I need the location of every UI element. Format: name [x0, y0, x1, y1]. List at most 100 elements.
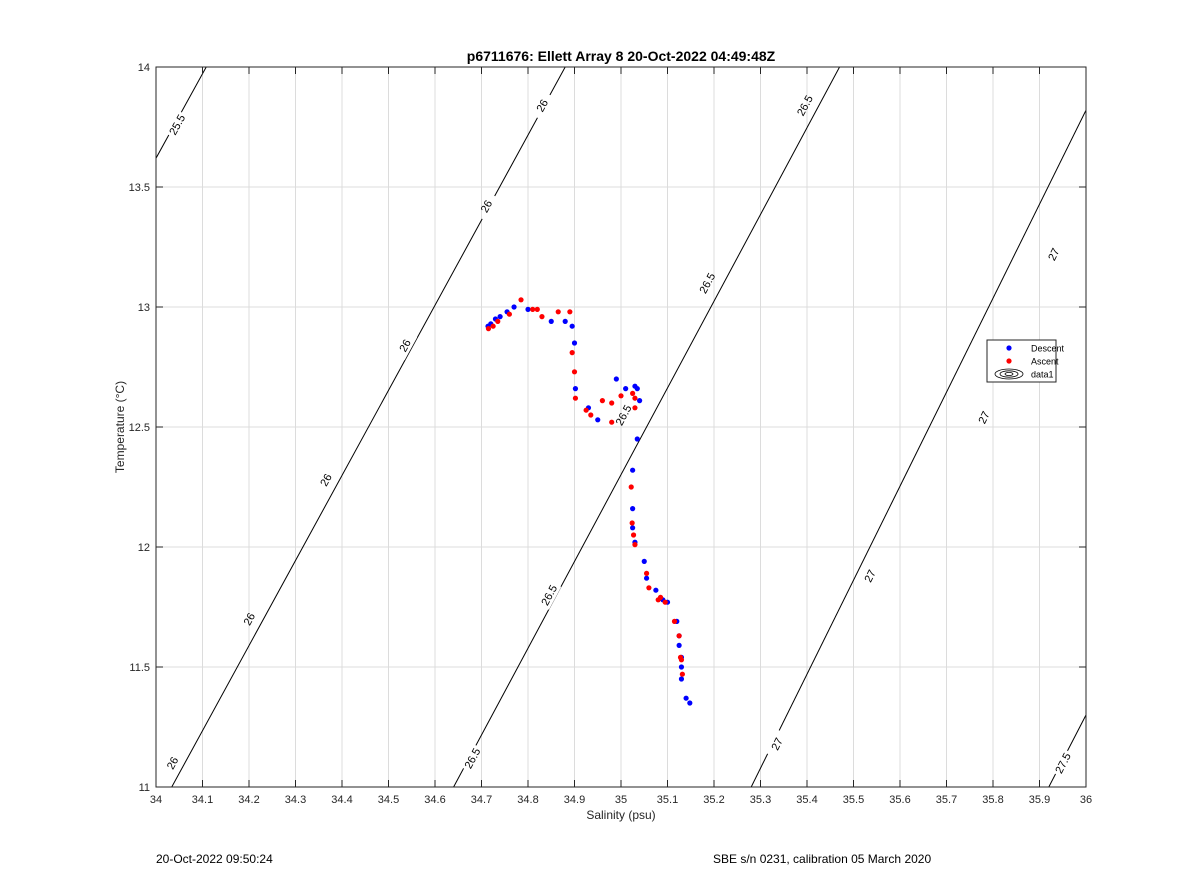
descent-point — [687, 700, 693, 706]
x-tick-label: 35.9 — [1029, 794, 1050, 806]
contour-label: 26 — [165, 755, 181, 772]
descent-point — [637, 398, 643, 404]
descent-point — [634, 386, 640, 392]
descent-point — [676, 642, 682, 649]
descent-point — [634, 436, 640, 442]
ascent-point — [671, 618, 678, 625]
contour-label: 27 — [977, 410, 993, 426]
ascent-point — [490, 323, 496, 329]
x-tick-label: 35 — [615, 794, 627, 806]
chart-title: p6711676: Ellett Array 8 20-Oct-2022 04:… — [467, 48, 776, 64]
ascent-point — [539, 314, 545, 320]
contour-line — [453, 67, 840, 787]
ascent-point — [643, 570, 650, 577]
contour-label: 26 — [242, 611, 258, 628]
ascent-point — [555, 309, 561, 315]
x-tick-label: 35.4 — [796, 794, 817, 806]
ascent-point — [618, 393, 624, 399]
ascent-point — [572, 395, 579, 401]
descent-point — [571, 340, 578, 346]
legend-label: data1 — [1031, 370, 1054, 380]
descent-point — [630, 467, 636, 473]
contour-label: 26 — [535, 98, 551, 115]
legend-contour-icon — [1004, 371, 1014, 376]
contour-label: 26 — [397, 338, 413, 355]
x-tick-label: 34.2 — [238, 794, 259, 806]
y-tick-label: 11 — [139, 782, 150, 794]
x-tick-label: 34.4 — [331, 794, 352, 806]
footer-timestamp: 20-Oct-2022 09:50:24 — [156, 852, 273, 866]
ascent-point — [567, 309, 573, 315]
contour-label: 26 — [318, 472, 334, 489]
descent-point — [511, 304, 517, 310]
descent-point — [678, 664, 685, 670]
ascent-point — [630, 532, 637, 538]
ascent-point — [632, 395, 638, 401]
legend-contour-icon — [999, 370, 1019, 378]
legend-marker — [1006, 345, 1012, 351]
descent-point — [630, 506, 636, 512]
ascent-point — [534, 306, 540, 312]
legend-box — [986, 339, 1057, 383]
ascent-point — [609, 400, 615, 406]
descent-point — [595, 417, 601, 423]
ascent-point — [628, 484, 634, 490]
legend-label: Ascent — [1031, 357, 1059, 367]
y-axis-label: Temperature (°C) — [113, 381, 127, 473]
x-axis-ticks: 34 34.1 34.2 34.3 34.4 34.5 34.6 34.7 34.8 34.9 35… — [150, 67, 1092, 806]
contour-label: 27 — [770, 736, 786, 752]
ascent-point — [679, 671, 685, 677]
contour-line — [750, 109, 1086, 787]
ascent-point — [599, 398, 606, 404]
x-tick-label: 34.1 — [192, 794, 213, 806]
ascent-point — [583, 407, 589, 413]
descent-point — [497, 314, 503, 320]
descent-point — [641, 558, 647, 565]
descent-point — [548, 318, 554, 324]
x-tick-label: 35.2 — [703, 794, 724, 806]
descent-point — [653, 587, 659, 593]
x-tick-label: 34.7 — [471, 794, 492, 806]
ascent-point — [632, 542, 638, 548]
ascent-point — [629, 520, 635, 526]
descent-point — [643, 575, 650, 581]
y-tick-label: 11.5 — [129, 662, 150, 674]
y-tick-label: 13 — [138, 302, 150, 314]
ascent-point — [646, 585, 652, 591]
ascent-point — [506, 311, 512, 317]
descent-point — [678, 676, 685, 682]
contour-label: 27 — [863, 568, 879, 584]
ascent-point — [630, 390, 636, 396]
x-tick-label: 34.5 — [378, 794, 399, 806]
x-tick-label: 34 — [150, 794, 162, 806]
ascent-point — [530, 306, 536, 312]
x-tick-label: 35.6 — [889, 794, 910, 806]
ascent-point — [662, 599, 668, 605]
data-points — [485, 297, 693, 706]
ascent-point — [609, 419, 615, 425]
x-tick-label: 34.3 — [285, 794, 306, 806]
x-axis-label: Salinity (psu) — [586, 808, 655, 822]
legend-label: Descent — [1031, 344, 1065, 354]
legend-contour-icon — [994, 368, 1024, 380]
legend: Descent Ascent data1 — [986, 339, 1065, 383]
y-tick-label: 14 — [138, 62, 150, 74]
x-tick-label: 34.8 — [517, 794, 538, 806]
descent-point — [623, 386, 629, 392]
descent-point — [630, 525, 636, 531]
descent-point — [569, 323, 575, 329]
legend-marker — [1006, 358, 1012, 364]
ascent-point — [632, 405, 638, 411]
ascent-point — [571, 369, 578, 375]
contour-line — [156, 67, 207, 159]
contour-label: 27 — [1046, 246, 1062, 262]
x-tick-label: 35.1 — [657, 794, 678, 806]
x-tick-label: 35.3 — [750, 794, 771, 806]
y-tick-label: 13.5 — [129, 182, 150, 194]
descent-point — [683, 695, 689, 701]
ascent-point — [678, 657, 685, 663]
ascent-point — [588, 412, 594, 418]
ascent-point — [495, 318, 501, 324]
y-axis-ticks: 11 11.5 12 12.5 13 13.5 14 — [129, 62, 1086, 794]
x-tick-label: 35.5 — [843, 794, 864, 806]
